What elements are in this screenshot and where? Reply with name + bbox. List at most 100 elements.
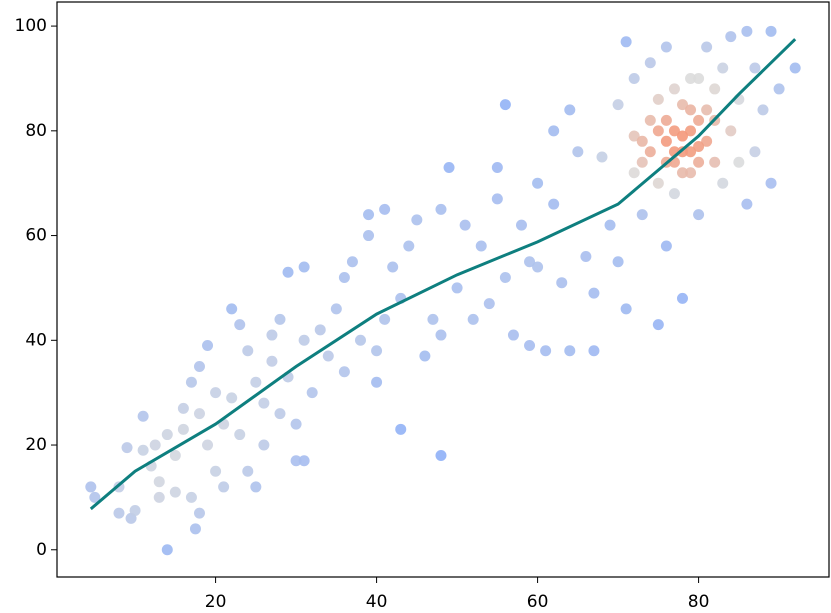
point bbox=[660, 41, 672, 53]
point bbox=[524, 256, 536, 268]
point bbox=[693, 114, 705, 126]
point bbox=[250, 481, 262, 493]
point bbox=[250, 376, 262, 388]
point bbox=[652, 177, 664, 189]
point bbox=[459, 219, 471, 231]
point bbox=[620, 303, 632, 315]
point bbox=[354, 334, 366, 346]
point bbox=[395, 423, 407, 435]
point bbox=[548, 198, 560, 210]
point bbox=[411, 214, 423, 226]
x-tick-label: 60 bbox=[527, 592, 549, 612]
point bbox=[660, 114, 672, 126]
point bbox=[89, 491, 101, 503]
point bbox=[363, 230, 375, 242]
point bbox=[193, 408, 205, 420]
point bbox=[725, 125, 737, 137]
point bbox=[242, 465, 254, 477]
point bbox=[137, 444, 149, 456]
point bbox=[322, 350, 334, 362]
point bbox=[685, 72, 697, 84]
point bbox=[258, 439, 270, 451]
point bbox=[266, 355, 278, 367]
y-tick-label: 60 bbox=[25, 226, 47, 246]
point bbox=[693, 209, 705, 221]
point bbox=[749, 146, 761, 158]
point bbox=[379, 313, 391, 325]
point bbox=[765, 177, 777, 189]
point bbox=[274, 313, 286, 325]
point bbox=[749, 62, 761, 74]
point bbox=[499, 99, 511, 111]
point bbox=[113, 507, 125, 519]
point bbox=[379, 203, 391, 215]
point bbox=[189, 523, 201, 535]
point bbox=[765, 25, 777, 37]
point bbox=[298, 334, 310, 346]
point bbox=[467, 313, 479, 325]
point bbox=[226, 303, 238, 315]
point bbox=[403, 240, 415, 252]
point bbox=[153, 491, 165, 503]
plot-frame bbox=[56, 1, 830, 578]
point bbox=[161, 429, 173, 441]
point bbox=[153, 476, 165, 488]
x-tick-label: 20 bbox=[205, 592, 227, 612]
point bbox=[540, 345, 552, 357]
point bbox=[652, 93, 664, 105]
point bbox=[693, 156, 705, 168]
point bbox=[757, 104, 769, 116]
point bbox=[266, 329, 278, 341]
point bbox=[499, 271, 511, 283]
point bbox=[419, 350, 431, 362]
point bbox=[202, 439, 214, 451]
point bbox=[588, 287, 600, 299]
point bbox=[701, 135, 713, 147]
point bbox=[709, 83, 721, 95]
point bbox=[685, 125, 697, 137]
point bbox=[741, 25, 753, 37]
y-tick-label: 0 bbox=[36, 540, 47, 560]
point bbox=[564, 104, 576, 116]
point bbox=[717, 62, 729, 74]
point bbox=[644, 146, 656, 158]
point bbox=[129, 504, 141, 516]
point bbox=[161, 544, 173, 556]
point bbox=[693, 72, 705, 84]
point bbox=[298, 455, 310, 467]
point bbox=[314, 324, 326, 336]
point bbox=[298, 261, 310, 273]
point bbox=[701, 41, 713, 53]
point bbox=[137, 410, 149, 422]
point bbox=[636, 135, 648, 147]
point bbox=[628, 72, 640, 84]
point bbox=[556, 277, 568, 289]
point bbox=[210, 465, 222, 477]
point bbox=[258, 397, 270, 409]
point bbox=[435, 329, 447, 341]
point bbox=[644, 114, 656, 126]
point bbox=[741, 198, 753, 210]
point bbox=[218, 481, 230, 493]
point bbox=[177, 423, 189, 435]
point bbox=[193, 507, 205, 519]
point bbox=[676, 99, 688, 111]
point bbox=[604, 219, 616, 231]
point bbox=[668, 83, 680, 95]
point bbox=[427, 313, 439, 325]
x-tick-label: 40 bbox=[366, 592, 388, 612]
point bbox=[371, 376, 383, 388]
point bbox=[338, 271, 350, 283]
point bbox=[628, 130, 640, 142]
point bbox=[483, 298, 495, 310]
point bbox=[435, 450, 447, 462]
point bbox=[306, 387, 318, 399]
point bbox=[202, 340, 214, 352]
point bbox=[789, 62, 801, 74]
point bbox=[185, 491, 197, 503]
point bbox=[507, 329, 519, 341]
point bbox=[701, 104, 713, 116]
point bbox=[185, 376, 197, 388]
point bbox=[644, 57, 656, 69]
y-tick-label: 100 bbox=[15, 16, 47, 36]
